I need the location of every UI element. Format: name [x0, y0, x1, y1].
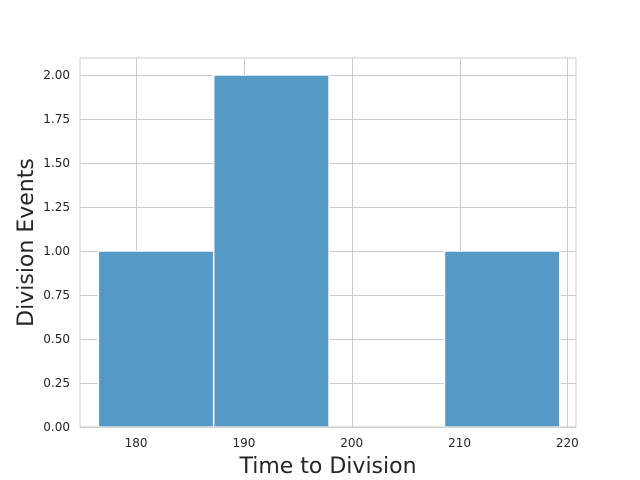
bars: [97, 74, 561, 428]
y-axis-title: Division Events: [14, 158, 39, 327]
x-tick-label: 200: [340, 436, 363, 450]
y-tick-label: 1.75: [43, 112, 70, 126]
x-tick-label: 220: [556, 436, 579, 450]
y-tick-label: 0.25: [43, 376, 70, 390]
x-axis-title: Time to Division: [238, 454, 416, 479]
x-tick-label: 180: [125, 436, 148, 450]
x-tick-label: 190: [232, 436, 255, 450]
y-tick-label: 1.25: [43, 200, 70, 214]
y-tick-label: 0.50: [43, 332, 70, 346]
y-tick-label: 0.00: [43, 420, 70, 434]
y-tick-label: 1.50: [43, 156, 70, 170]
histogram-bar: [443, 250, 561, 428]
y-tick-labels: 0.00 0.25 0.50 0.75 1.00 1.25 1.50 1.75 2.00: [43, 68, 70, 434]
x-tick-label: 210: [448, 436, 471, 450]
histogram-bar: [212, 74, 330, 428]
plot-frame: [79, 57, 577, 428]
histogram-bar: [97, 250, 215, 428]
x-tick-labels: 180 190 200 210 220: [125, 436, 579, 450]
y-tick-label: 1.00: [43, 244, 70, 258]
y-tick-label: 2.00: [43, 68, 70, 82]
y-tick-label: 0.75: [43, 288, 70, 302]
